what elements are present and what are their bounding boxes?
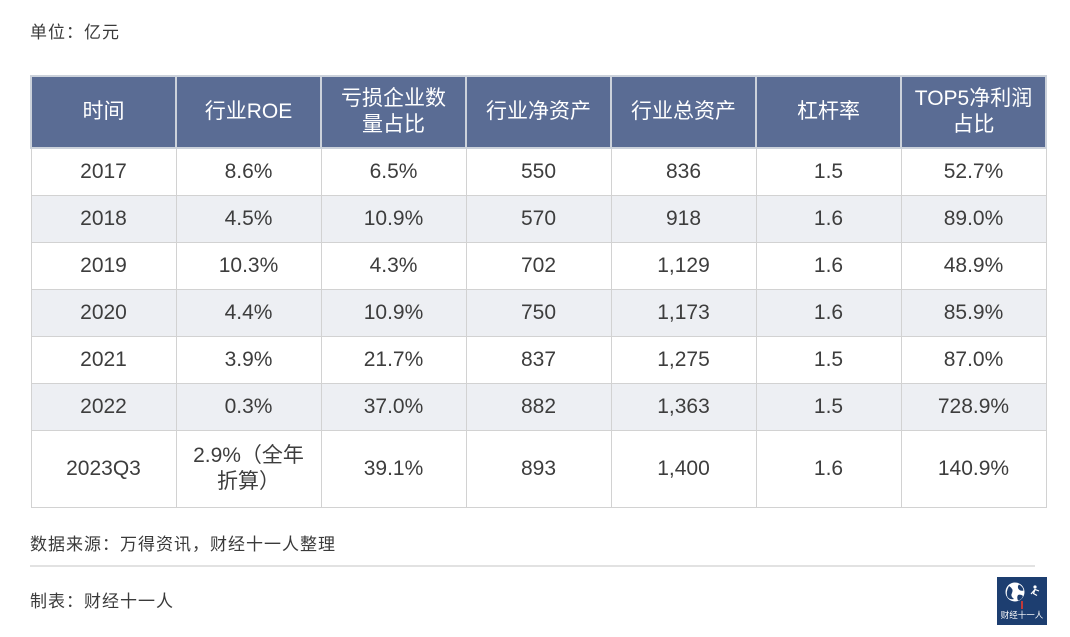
cell-top5-share: 87.0% — [900, 336, 1047, 384]
table-credit-note: 制表：财经十一人 — [30, 592, 174, 611]
cell-year: 2021 — [30, 336, 177, 384]
cell-loss-ratio: 6.5% — [320, 147, 467, 196]
table-row-2017: 2017 8.6% 6.5% 550 836 1.5 52.7% — [30, 147, 1047, 196]
cell-roe: 0.3% — [175, 383, 322, 431]
table-row-2020: 2020 4.4% 10.9% 750 1,173 1.6 85.9% — [30, 289, 1047, 337]
cell-leverage: 1.5 — [755, 147, 902, 196]
cell-net-assets: 750 — [465, 289, 612, 337]
cell-loss-ratio: 21.7% — [320, 336, 467, 384]
cell-roe: 4.5% — [175, 195, 322, 243]
table-row-2021: 2021 3.9% 21.7% 837 1,275 1.5 87.0% — [30, 336, 1047, 384]
cell-year: 2020 — [30, 289, 177, 337]
cell-roe: 10.3% — [175, 242, 322, 290]
cell-roe: 4.4% — [175, 289, 322, 337]
cell-leverage: 1.5 — [755, 383, 902, 431]
cell-total-assets: 1,363 — [610, 383, 757, 431]
cell-total-assets: 1,173 — [610, 289, 757, 337]
cell-leverage: 1.6 — [755, 430, 902, 508]
cell-year: 2022 — [30, 383, 177, 431]
cell-top5-share: 52.7% — [900, 147, 1047, 196]
table-row-2019: 2019 10.3% 4.3% 702 1,129 1.6 48.9% — [30, 242, 1047, 290]
cell-leverage: 1.6 — [755, 289, 902, 337]
cell-roe: 3.9% — [175, 336, 322, 384]
cell-roe: 2.9%（全年折算） — [175, 430, 322, 508]
cell-loss-ratio: 37.0% — [320, 383, 467, 431]
table-row-2018: 2018 4.5% 10.9% 570 918 1.6 89.0% — [30, 195, 1047, 243]
industry-data-table: 时间 行业ROE 亏损企业数量占比 行业净资产 行业总资产 杠杆率 TOP5净利… — [30, 75, 1047, 508]
col-header-net-assets: 行业净资产 — [465, 75, 612, 149]
cell-total-assets: 836 — [610, 147, 757, 196]
cell-net-assets: 702 — [465, 242, 612, 290]
cell-leverage: 1.6 — [755, 195, 902, 243]
cell-year: 2018 — [30, 195, 177, 243]
cell-loss-ratio: 10.9% — [320, 195, 467, 243]
col-header-industry-roe: 行业ROE — [175, 75, 322, 149]
globe-icon — [1005, 582, 1025, 602]
cell-top5-share: 85.9% — [900, 289, 1047, 337]
cell-loss-ratio: 39.1% — [320, 430, 467, 508]
cell-net-assets: 893 — [465, 430, 612, 508]
table-header: 时间 行业ROE 亏损企业数量占比 行业净资产 行业总资产 杠杆率 TOP5净利… — [30, 75, 1047, 149]
col-header-loss-company-ratio: 亏损企业数量占比 — [320, 75, 467, 149]
table-body: 2017 8.6% 6.5% 550 836 1.5 52.7% 2018 4.… — [30, 147, 1047, 508]
cell-net-assets: 882 — [465, 383, 612, 431]
cell-total-assets: 1,275 — [610, 336, 757, 384]
cell-total-assets: 1,400 — [610, 430, 757, 508]
cell-year: 2019 — [30, 242, 177, 290]
cell-loss-ratio: 10.9% — [320, 289, 467, 337]
logo-text: 财经十一人 — [1001, 610, 1044, 620]
cell-total-assets: 1,129 — [610, 242, 757, 290]
publisher-logo: 财经十一人 — [997, 577, 1047, 625]
publisher-logo-graphic: 财经十一人 — [997, 577, 1047, 625]
cell-net-assets: 837 — [465, 336, 612, 384]
cell-roe: 8.6% — [175, 147, 322, 196]
cell-leverage: 1.5 — [755, 336, 902, 384]
col-header-leverage: 杠杆率 — [755, 75, 902, 149]
col-header-total-assets: 行业总资产 — [610, 75, 757, 149]
cell-total-assets: 918 — [610, 195, 757, 243]
cell-top5-share: 140.9% — [900, 430, 1047, 508]
col-header-time: 时间 — [30, 75, 177, 149]
cell-top5-share: 48.9% — [900, 242, 1047, 290]
unit-label: 单位：亿元 — [30, 23, 120, 42]
cell-year: 2023Q3 — [30, 430, 177, 508]
data-source-note: 数据来源：万得资讯，财经十一人整理 — [30, 535, 336, 554]
cell-loss-ratio: 4.3% — [320, 242, 467, 290]
cell-top5-share: 89.0% — [900, 195, 1047, 243]
col-header-top5-profit-share: TOP5净利润占比 — [900, 75, 1047, 149]
logo-red-accent — [1021, 601, 1023, 609]
footer-divider — [30, 565, 1035, 567]
cell-top5-share: 728.9% — [900, 383, 1047, 431]
cell-leverage: 1.6 — [755, 242, 902, 290]
runner-icon — [1030, 585, 1040, 597]
cell-year: 2017 — [30, 147, 177, 196]
cell-net-assets: 550 — [465, 147, 612, 196]
header-row: 时间 行业ROE 亏损企业数量占比 行业净资产 行业总资产 杠杆率 TOP5净利… — [30, 75, 1047, 149]
table-row-2023q3: 2023Q3 2.9%（全年折算） 39.1% 893 1,400 1.6 14… — [30, 430, 1047, 508]
cell-net-assets: 570 — [465, 195, 612, 243]
table-row-2022: 2022 0.3% 37.0% 882 1,363 1.5 728.9% — [30, 383, 1047, 431]
